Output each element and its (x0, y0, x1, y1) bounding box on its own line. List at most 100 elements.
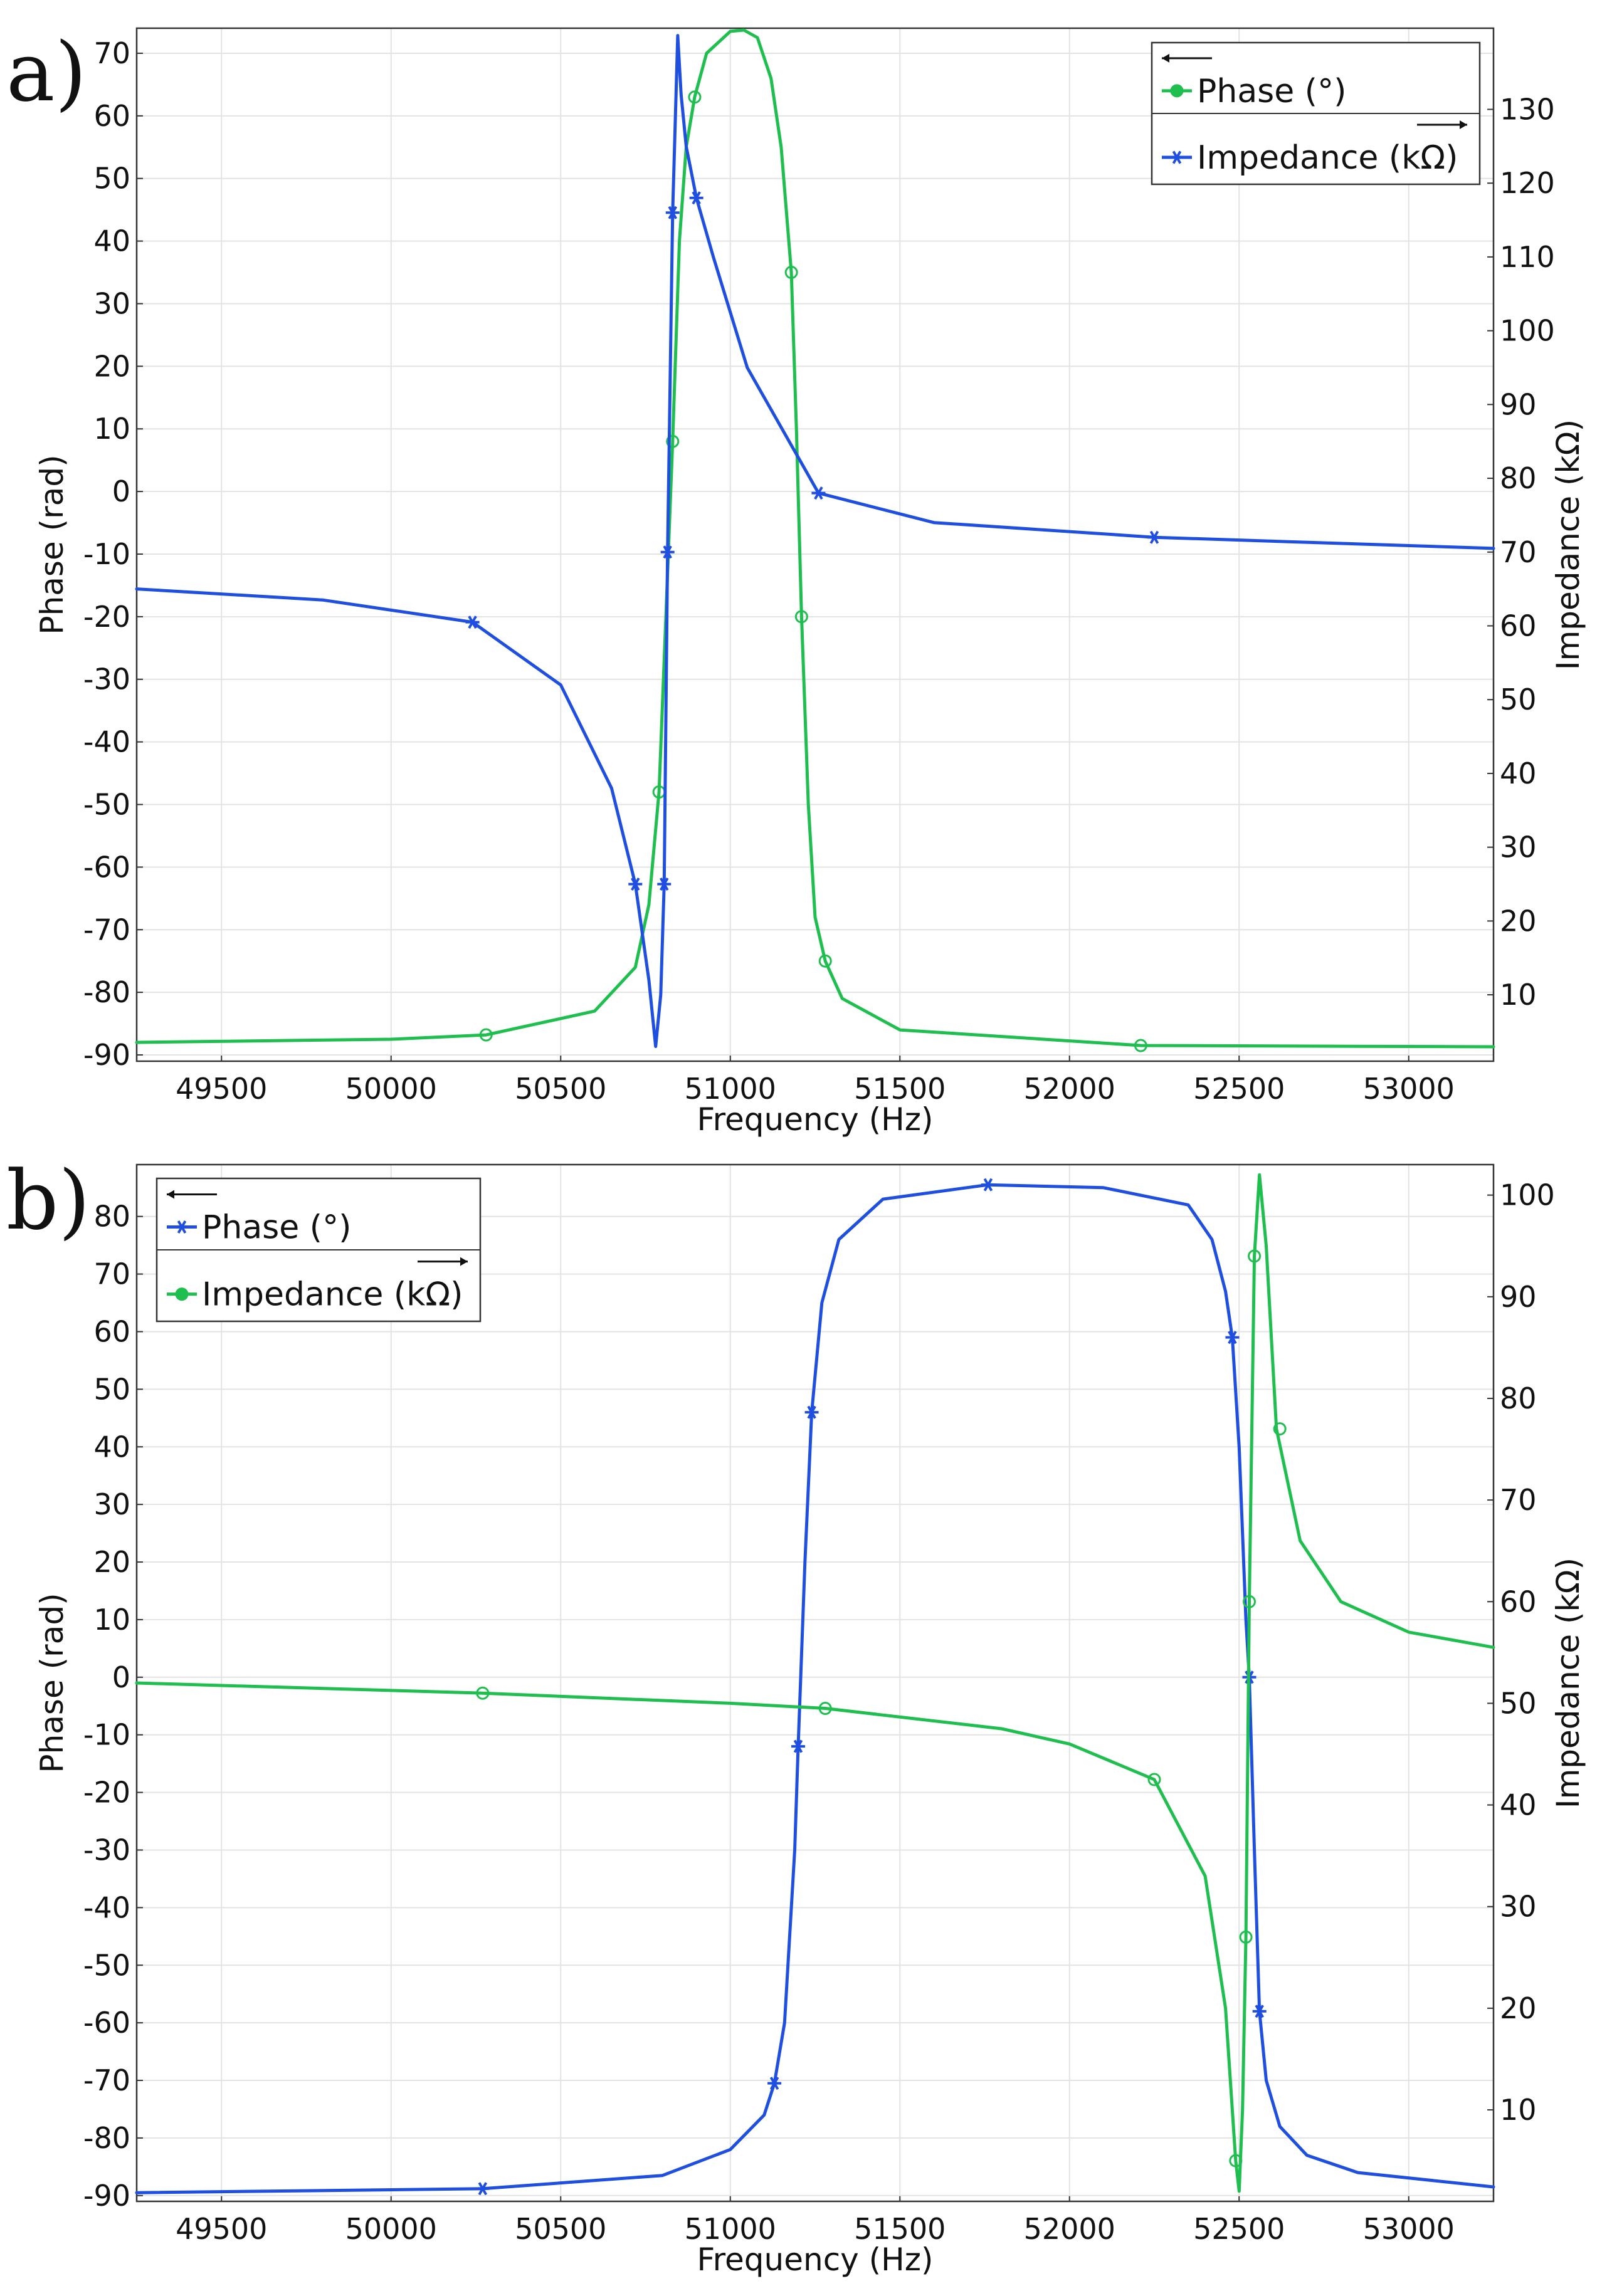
y-left-axis-title: Phase (rad) (34, 1593, 70, 1773)
x-tick-label: 51500 (854, 2212, 946, 2246)
star-stroke (478, 2182, 488, 2196)
y-left-tick-label: -40 (83, 725, 130, 759)
y-left-tick-label: 50 (93, 1372, 130, 1406)
data-point-star (981, 1178, 995, 1192)
y-right-tick-label: 80 (1500, 461, 1537, 495)
star-stroke (631, 877, 640, 891)
x-tick-label: 49500 (176, 2212, 267, 2246)
y-left-tick-label: 20 (93, 1545, 130, 1579)
star-stroke (660, 877, 669, 891)
arrow-head (460, 1257, 468, 1266)
x-tick-label: 49500 (176, 1072, 267, 1106)
plot-frame (135, 27, 1495, 1062)
x-axis-title: Frequency (Hz) (697, 1101, 933, 1138)
y-right-axis-title: Impedance (kΩ) (1550, 419, 1586, 670)
y-left-tick-label: 10 (93, 1603, 130, 1637)
data-point-star (1225, 1331, 1240, 1345)
y-right-tick-label: 120 (1500, 166, 1555, 200)
star-stroke (814, 486, 823, 500)
data-point-circle (1134, 1039, 1147, 1052)
y-left-tick-label: 0 (112, 474, 130, 508)
x-tick-label: 50500 (515, 1072, 606, 1106)
x-tick-label: 51500 (854, 1072, 946, 1106)
y-left-tick-label: -50 (83, 787, 130, 821)
y-left-tick-label: -70 (83, 2063, 130, 2097)
series-impedance (135, 1173, 1495, 2193)
arrow-head (1162, 53, 1169, 63)
x-tick-label: 52500 (1193, 1072, 1285, 1106)
y-right-tick-label: 100 (1500, 314, 1555, 348)
y-right-tick-label: 60 (1500, 1585, 1537, 1618)
legend-label: Impedance (kΩ) (1197, 139, 1458, 177)
x-tick-label: 52000 (1024, 1072, 1115, 1106)
legend-label: Phase (°) (1197, 73, 1346, 110)
panel-label: b) (6, 1153, 90, 1248)
y-left-tick-label: -40 (83, 1890, 130, 1924)
star-stroke (663, 545, 672, 559)
star-stroke (1228, 1331, 1237, 1345)
data-point-star (791, 1739, 805, 1753)
y-left-tick-label: 60 (93, 1314, 130, 1348)
y-right-tick-label: 90 (1500, 1280, 1537, 1314)
data-point-star (657, 877, 672, 891)
x-tick-label: 50000 (345, 1072, 437, 1106)
y-right-tick-label: 40 (1500, 1788, 1537, 1822)
data-point-star (665, 206, 680, 219)
x-axis-title: Frequency (Hz) (697, 2241, 933, 2278)
data-point-circle (1273, 1422, 1287, 1436)
star-stroke (468, 616, 477, 629)
x-tick-label: 51000 (685, 1072, 776, 1106)
data-point-circle (818, 1702, 832, 1716)
y-left-tick-label: -90 (83, 1038, 130, 1072)
y-left-tick-label: -80 (83, 975, 130, 1009)
legend: Phase (°) Impedance (kΩ) (155, 1177, 482, 1323)
legend-label: Phase (°) (202, 1209, 351, 1247)
y-right-tick-label: 10 (1500, 978, 1537, 1012)
data-point-star (804, 1405, 819, 1419)
legend: Phase (°) Impedance (kΩ) (1151, 41, 1481, 186)
y-right-tick-label: 30 (1500, 1890, 1537, 1924)
data-point-star (628, 877, 643, 891)
y-left-tick-label: -70 (83, 913, 130, 946)
arrow-head (167, 1190, 174, 1199)
star-stroke (807, 1405, 816, 1419)
y-left-tick-label: 40 (93, 1430, 130, 1464)
star-stroke (983, 1178, 993, 1192)
y-right-tick-label: 110 (1500, 240, 1555, 274)
data-point-star (811, 486, 826, 500)
right-axis-arrow-icon (418, 1257, 468, 1266)
y-left-tick-label: -90 (83, 2179, 130, 2213)
arrow-head (1460, 120, 1467, 130)
data-point-star (660, 545, 675, 559)
y-left-tick-label: 30 (93, 1487, 130, 1521)
y-right-tick-label: 10 (1500, 2093, 1537, 2127)
y-left-tick-label: -50 (83, 1948, 130, 1982)
y-left-tick-label: 70 (93, 1257, 130, 1291)
legend-marker-star (1170, 150, 1184, 164)
data-point-circle (794, 610, 808, 624)
y-right-tick-label: 50 (1500, 1686, 1537, 1720)
data-point-circle (1248, 1249, 1262, 1263)
y-left-tick-label: 80 (93, 1200, 130, 1234)
data-point-circle (1242, 1595, 1256, 1608)
legend-label: Impedance (kΩ) (202, 1276, 463, 1314)
data-point-star (465, 616, 480, 629)
left-axis-arrow-icon (167, 1190, 217, 1199)
y-left-tick-label: -20 (83, 1776, 130, 1810)
y-left-tick-label: 50 (93, 162, 130, 196)
data-point-star (1252, 2005, 1267, 2018)
y-left-tick-label: -30 (83, 1833, 130, 1867)
y-left-tick-label: 0 (112, 1660, 130, 1694)
y-left-tick-label: -60 (83, 850, 130, 884)
y-right-tick-label: 40 (1500, 757, 1537, 790)
data-point-star (689, 191, 703, 205)
data-point-circle (784, 266, 798, 280)
y-right-tick-label: 50 (1500, 683, 1537, 716)
data-point-circle (688, 90, 702, 104)
chart-panel-b: 49500 50000 50500 51000 51500 52000 52500 53000… (6, 1153, 1586, 2278)
y-right-tick-label: 130 (1500, 92, 1555, 126)
data-point-star (767, 2077, 782, 2090)
y-right-tick-label: 90 (1500, 387, 1537, 421)
legend-marker-circle (1170, 84, 1184, 98)
